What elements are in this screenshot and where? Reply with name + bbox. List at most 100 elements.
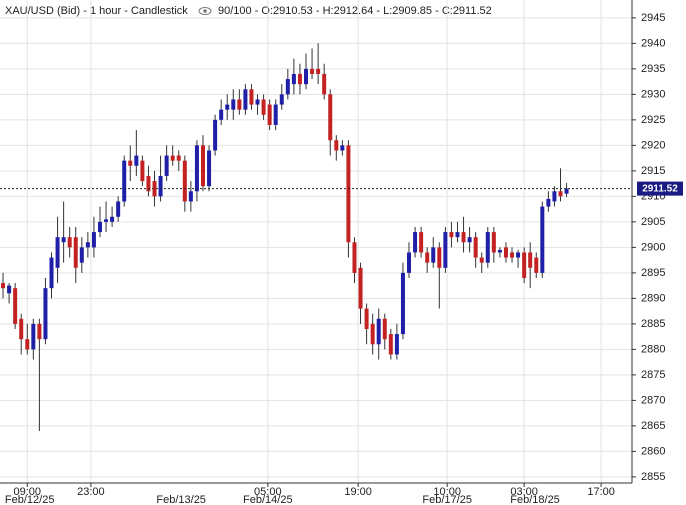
y-tick-label: 2870 — [641, 394, 665, 406]
y-tick-label: 2860 — [641, 445, 665, 457]
candle-body — [443, 232, 448, 268]
y-tick-label: 2940 — [641, 37, 665, 49]
y-tick-label: 2890 — [641, 292, 665, 304]
y-tick-label: 2935 — [641, 63, 665, 75]
candle-body — [61, 237, 66, 243]
x-tick-label: 05:00 — [254, 486, 282, 498]
candle-body — [479, 257, 484, 263]
candle-body — [522, 252, 527, 278]
x-tick-label: 17:00 — [587, 486, 615, 498]
candle-body — [407, 252, 412, 273]
candle-body — [461, 232, 466, 243]
candle-body — [352, 242, 357, 273]
candle-body — [243, 89, 248, 110]
date-label: Feb/18/25 — [510, 494, 560, 505]
y-tick-label: 2900 — [641, 241, 665, 253]
candle-body — [176, 155, 181, 161]
candle-body — [225, 104, 230, 110]
candle-body — [97, 221, 102, 233]
chart-title: XAU/USD (Bid) - 1 hour - Candlestick — [5, 5, 188, 17]
candle-body — [158, 175, 163, 197]
candle-body — [473, 237, 478, 258]
y-tick-label: 2855 — [641, 471, 665, 483]
candle-body — [516, 252, 521, 258]
candle-body — [7, 285, 12, 294]
candle-body — [388, 334, 393, 355]
candle-body — [67, 237, 72, 248]
candle-body — [279, 94, 284, 105]
candle-body — [37, 323, 42, 340]
y-tick-label: 2875 — [641, 369, 665, 381]
candle-body — [413, 232, 418, 253]
visibility-icon[interactable] — [198, 7, 212, 15]
candle-body — [182, 160, 187, 202]
candle-body — [419, 232, 424, 253]
y-tick-label: 2920 — [641, 139, 665, 151]
candle-body — [188, 191, 193, 202]
date-label: Feb/14/25 — [243, 494, 293, 505]
y-tick-label: 2925 — [641, 114, 665, 126]
candle-body — [316, 68, 321, 74]
candle-body — [534, 257, 539, 273]
y-tick-label: 2885 — [641, 318, 665, 330]
candle-body — [340, 145, 345, 151]
candle-body — [358, 267, 363, 309]
candle-body — [328, 94, 333, 141]
last-price-label: 2911.52 — [642, 183, 678, 194]
candle-body — [485, 232, 490, 263]
candle-body — [146, 175, 151, 192]
candle-body — [267, 104, 272, 125]
candle-body — [376, 318, 381, 345]
candle-body — [261, 99, 266, 115]
candle-body — [304, 68, 309, 85]
candle-body — [297, 73, 302, 85]
candle-body — [207, 150, 212, 187]
candle-body — [55, 237, 60, 268]
candle-body — [231, 99, 236, 110]
candle-body — [431, 247, 436, 263]
candle-body — [437, 247, 442, 268]
candle-body — [1, 283, 6, 289]
candle-body — [467, 237, 472, 243]
candle-body — [394, 334, 399, 355]
candle-body — [546, 198, 551, 207]
candle-body — [49, 257, 54, 289]
candle-body — [370, 323, 375, 345]
x-tick-label: 10:00 — [433, 486, 461, 498]
candle-body — [13, 288, 18, 324]
x-tick-label: 23:00 — [77, 486, 105, 498]
candle-body — [497, 249, 502, 253]
candle-body — [152, 181, 157, 197]
y-tick-label: 2905 — [641, 216, 665, 228]
y-tick-label: 2895 — [641, 267, 665, 279]
candle-body — [552, 191, 557, 202]
x-tick-label: 09:00 — [14, 486, 42, 498]
y-tick-label: 2915 — [641, 165, 665, 177]
candle-body — [73, 237, 78, 268]
candle-body — [116, 201, 121, 217]
y-tick-label: 2880 — [641, 343, 665, 355]
x-tick-label: 03:00 — [510, 486, 538, 498]
date-label: Feb/13/25 — [156, 494, 206, 505]
x-tick-label: 19:00 — [344, 486, 372, 498]
date-label: Feb/12/25 — [5, 494, 55, 505]
candle-body — [346, 145, 351, 243]
candle-body — [200, 145, 205, 187]
candle-body — [425, 252, 430, 263]
y-tick-label: 2865 — [641, 420, 665, 432]
candle-body — [449, 232, 454, 238]
candle-body — [110, 216, 115, 222]
candle-body — [237, 99, 242, 110]
candle-body — [79, 247, 84, 263]
candle-body — [104, 219, 109, 222]
candle-body — [249, 89, 254, 105]
candle-body — [400, 272, 405, 335]
eye-outline — [198, 7, 212, 15]
candle-body — [134, 155, 139, 166]
candle-body — [540, 206, 545, 273]
eye-pupil — [203, 9, 207, 13]
candle-body — [334, 140, 339, 151]
candle-body — [255, 99, 260, 105]
candle-body — [503, 247, 508, 258]
